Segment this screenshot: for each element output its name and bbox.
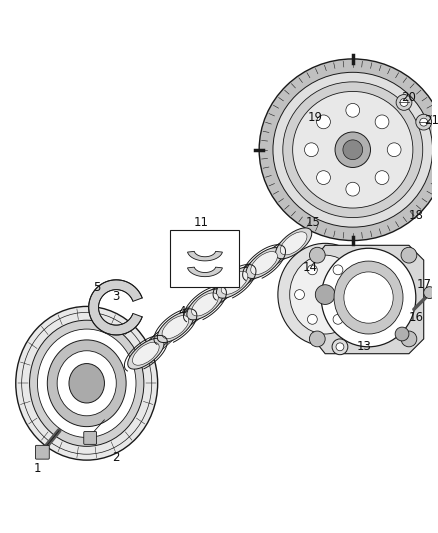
Ellipse shape [309,247,325,263]
Polygon shape [200,277,239,311]
Ellipse shape [416,114,431,130]
Ellipse shape [266,241,292,263]
Ellipse shape [251,252,277,274]
Ellipse shape [157,312,194,343]
Text: 5: 5 [93,281,100,294]
Ellipse shape [221,271,248,294]
Ellipse shape [177,305,203,327]
Ellipse shape [375,171,389,184]
Text: 2: 2 [113,451,120,464]
Ellipse shape [346,289,356,300]
Polygon shape [187,267,223,277]
Ellipse shape [240,265,258,281]
Ellipse shape [317,115,330,129]
Ellipse shape [216,268,253,298]
Text: 16: 16 [408,311,424,324]
Polygon shape [260,237,298,270]
Ellipse shape [37,329,136,438]
Ellipse shape [333,314,343,324]
Ellipse shape [343,140,363,159]
Ellipse shape [304,143,318,157]
Bar [170,230,240,287]
Ellipse shape [278,244,372,346]
Ellipse shape [270,245,288,260]
Ellipse shape [387,143,401,157]
Ellipse shape [317,171,330,184]
Ellipse shape [187,289,223,320]
Text: 13: 13 [357,340,372,353]
Ellipse shape [133,342,159,365]
Ellipse shape [280,232,307,255]
Text: 1: 1 [34,463,41,475]
Ellipse shape [309,331,325,347]
Ellipse shape [128,338,164,369]
Polygon shape [141,321,180,360]
Text: 11: 11 [194,216,208,229]
Ellipse shape [315,285,335,304]
Ellipse shape [207,284,233,306]
Text: 18: 18 [408,209,423,222]
Ellipse shape [332,339,348,354]
Text: 4: 4 [179,305,186,318]
Text: 19: 19 [308,111,323,124]
Ellipse shape [246,248,282,278]
Ellipse shape [401,331,417,347]
Ellipse shape [395,327,409,341]
Polygon shape [187,252,223,261]
Ellipse shape [420,118,427,126]
Text: 14: 14 [303,262,318,274]
Ellipse shape [307,314,317,324]
FancyBboxPatch shape [84,432,96,445]
Text: 17: 17 [416,278,431,291]
Text: 20: 20 [402,91,417,104]
Text: 15: 15 [306,216,321,229]
Ellipse shape [29,320,144,446]
Polygon shape [313,245,424,354]
Ellipse shape [273,72,433,227]
Ellipse shape [162,316,189,338]
Ellipse shape [148,328,174,350]
FancyBboxPatch shape [35,446,49,459]
Ellipse shape [276,228,312,259]
Ellipse shape [424,287,435,298]
Ellipse shape [344,272,393,323]
Ellipse shape [346,103,360,117]
Ellipse shape [211,287,229,302]
Ellipse shape [47,340,126,426]
Ellipse shape [283,82,423,217]
Ellipse shape [293,92,413,208]
Polygon shape [89,280,142,335]
Ellipse shape [295,289,304,300]
Text: 3: 3 [113,290,120,303]
Ellipse shape [152,331,170,346]
Ellipse shape [346,182,360,196]
Ellipse shape [335,132,371,167]
Ellipse shape [259,59,438,240]
Ellipse shape [336,343,344,351]
Ellipse shape [396,94,412,110]
Ellipse shape [334,261,403,334]
Text: 21: 21 [424,114,438,127]
Polygon shape [230,256,268,289]
Polygon shape [170,298,210,333]
Ellipse shape [375,115,389,129]
Ellipse shape [400,99,408,107]
Ellipse shape [290,255,360,334]
Ellipse shape [191,293,218,316]
Ellipse shape [16,306,158,460]
Ellipse shape [307,265,317,275]
Ellipse shape [57,351,116,416]
Ellipse shape [401,247,417,263]
Ellipse shape [181,309,199,324]
Ellipse shape [236,262,262,284]
Ellipse shape [321,248,416,347]
Ellipse shape [333,265,343,275]
Ellipse shape [69,364,104,403]
